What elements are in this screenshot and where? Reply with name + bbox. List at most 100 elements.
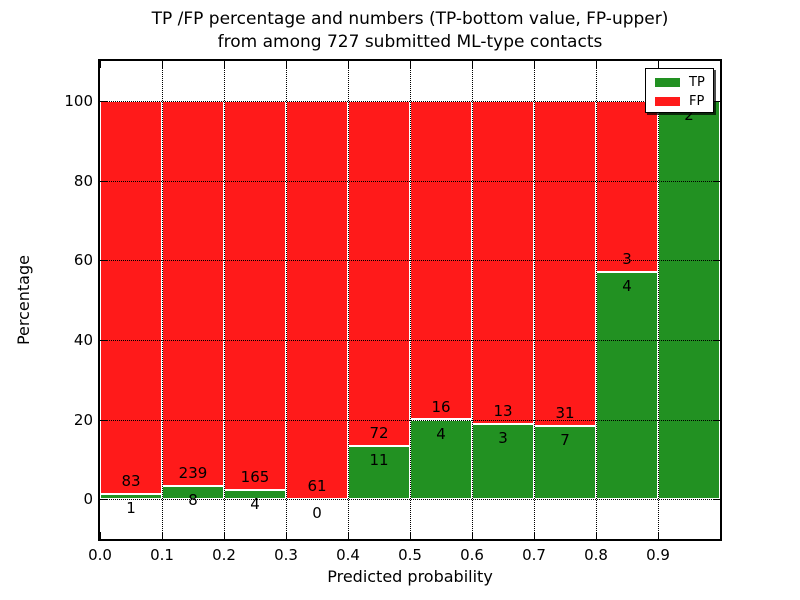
vertical-gridline bbox=[472, 61, 473, 539]
tp-count-annotation: 8 bbox=[188, 491, 198, 510]
x-tick-label: 0.6 bbox=[460, 546, 484, 564]
chart-title-line-1: TP /FP percentage and numbers (TP-bottom… bbox=[151, 9, 669, 29]
fp-bar-segment bbox=[534, 100, 596, 426]
x-axis-label: Predicted probability bbox=[327, 567, 493, 586]
vertical-gridline bbox=[658, 61, 659, 539]
tp-count-annotation: 0 bbox=[312, 504, 322, 523]
fp-bar-segment bbox=[162, 100, 224, 487]
fp-count-annotation: 61 bbox=[307, 477, 327, 496]
y-tick-right bbox=[713, 100, 720, 102]
x-tick-bottom bbox=[162, 532, 163, 539]
fp-legend-swatch bbox=[655, 97, 680, 106]
x-tick-label: 0.1 bbox=[150, 546, 174, 564]
x-tick-label: 0.0 bbox=[88, 546, 112, 564]
legend-item-label: TP bbox=[689, 75, 705, 90]
tp-bar-segment bbox=[596, 271, 658, 500]
y-tick-left bbox=[100, 499, 107, 501]
fp-bar-segment bbox=[286, 100, 348, 500]
y-tick-label: 100 bbox=[64, 91, 93, 110]
y-tick-right bbox=[713, 419, 720, 421]
x-tick-bottom bbox=[534, 532, 535, 539]
fp-bar-segment bbox=[348, 100, 410, 447]
fp-count-annotation: 239 bbox=[178, 464, 208, 483]
y-tick-right bbox=[713, 339, 720, 341]
x-tick-label: 0.2 bbox=[212, 546, 236, 564]
tp-count-annotation: 4 bbox=[622, 276, 632, 295]
y-tick-left bbox=[100, 180, 107, 182]
x-tick-label: 0.5 bbox=[398, 546, 422, 564]
tp-count-annotation: 4 bbox=[250, 494, 260, 513]
tp-count-annotation: 1 bbox=[126, 499, 136, 518]
x-tick-bottom bbox=[224, 532, 225, 539]
y-tick-left bbox=[100, 260, 107, 262]
tp-legend-swatch bbox=[655, 78, 680, 87]
vertical-gridline bbox=[596, 61, 597, 539]
y-tick-label: 80 bbox=[73, 171, 93, 190]
fp-bar-segment bbox=[596, 100, 658, 272]
x-tick-bottom bbox=[596, 532, 597, 539]
chart-title-line-2: from among 727 submitted ML-type contact… bbox=[217, 32, 603, 52]
legend-item: TP bbox=[655, 74, 713, 91]
y-tick-label: 40 bbox=[73, 330, 93, 349]
fp-bar-segment bbox=[472, 100, 534, 425]
x-tick-top bbox=[348, 61, 349, 68]
tp-bar-segment bbox=[348, 446, 410, 500]
y-tick-left bbox=[100, 419, 107, 421]
x-tick-label: 0.9 bbox=[646, 546, 670, 564]
y-tick-label: 20 bbox=[73, 410, 93, 429]
x-tick-bottom bbox=[286, 532, 287, 539]
y-tick-right bbox=[713, 180, 720, 182]
tp-count-annotation: 4 bbox=[436, 424, 446, 443]
x-tick-label: 0.3 bbox=[274, 546, 298, 564]
y-tick-left bbox=[100, 100, 107, 102]
vertical-gridline bbox=[286, 61, 287, 539]
y-tick-right bbox=[713, 260, 720, 262]
tp-count-annotation: 11 bbox=[369, 451, 389, 470]
vertical-gridline bbox=[410, 61, 411, 539]
fp-count-annotation: 31 bbox=[555, 403, 575, 422]
tp-count-annotation: 3 bbox=[498, 429, 508, 448]
fp-count-annotation: 16 bbox=[431, 397, 451, 416]
x-tick-top bbox=[100, 61, 101, 68]
x-tick-label: 0.8 bbox=[584, 546, 608, 564]
x-tick-bottom bbox=[410, 532, 411, 539]
x-tick-top bbox=[286, 61, 287, 68]
x-tick-bottom bbox=[472, 532, 473, 539]
legend-box: TP FP bbox=[645, 68, 714, 113]
vertical-gridline bbox=[224, 61, 225, 539]
fp-count-annotation: 72 bbox=[369, 424, 389, 443]
chart-title: TP /FP percentage and numbers (TP-bottom… bbox=[110, 8, 710, 54]
vertical-gridline bbox=[534, 61, 535, 539]
x-tick-top bbox=[162, 61, 163, 68]
fp-count-annotation: 3 bbox=[622, 249, 632, 268]
fp-count-annotation: 165 bbox=[240, 467, 270, 486]
x-tick-top bbox=[472, 61, 473, 68]
x-tick-bottom bbox=[100, 532, 101, 539]
tp-count-annotation: 2 bbox=[684, 105, 694, 124]
legend-item: FP bbox=[655, 93, 713, 110]
y-tick-right bbox=[713, 499, 720, 501]
x-tick-bottom bbox=[348, 532, 349, 539]
y-axis-label: Percentage bbox=[14, 255, 33, 346]
y-tick-label: 60 bbox=[73, 251, 93, 270]
tp-count-annotation: 7 bbox=[560, 430, 570, 449]
fp-bar-segment bbox=[100, 100, 162, 495]
tp-bar-segment bbox=[658, 100, 720, 500]
plot-area: 8312398165461072111641333173402 bbox=[98, 59, 722, 541]
x-tick-top bbox=[410, 61, 411, 68]
vertical-gridline bbox=[348, 61, 349, 539]
x-tick-top bbox=[658, 61, 659, 68]
vertical-gridline bbox=[162, 61, 163, 539]
tp-bar-segment bbox=[472, 424, 534, 500]
fp-count-annotation: 13 bbox=[493, 402, 513, 421]
legend-item-label: FP bbox=[689, 94, 705, 109]
x-tick-label: 0.4 bbox=[336, 546, 360, 564]
x-tick-top bbox=[224, 61, 225, 68]
x-tick-top bbox=[596, 61, 597, 68]
x-tick-label: 0.7 bbox=[522, 546, 546, 564]
tp-bar-segment bbox=[534, 425, 596, 500]
fp-count-annotation: 83 bbox=[121, 472, 141, 491]
x-tick-bottom bbox=[658, 532, 659, 539]
tp-bar-segment bbox=[100, 494, 162, 500]
